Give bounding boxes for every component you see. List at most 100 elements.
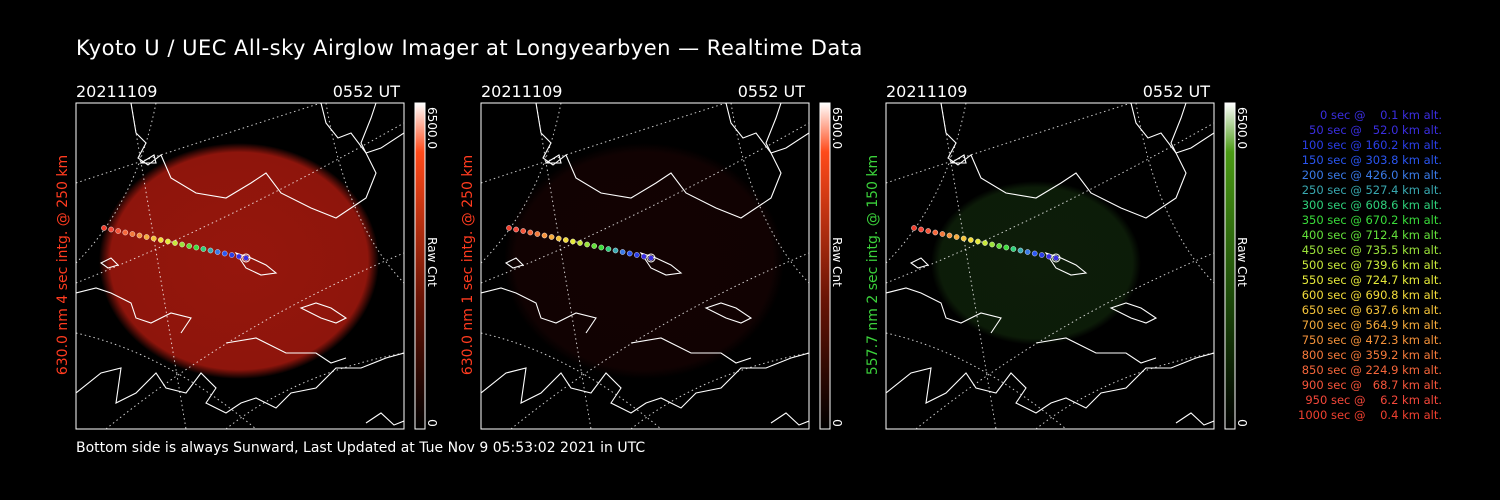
legend-row: 450 sec @ 735.5 km alt.	[1301, 243, 1442, 257]
legend-row: 500 sec @ 739.6 km alt.	[1301, 258, 1442, 272]
trajectory-point	[1031, 250, 1038, 257]
coastline	[725, 103, 809, 154]
trajectory-point	[1024, 249, 1031, 255]
coastline	[481, 287, 597, 334]
legend-row: 1000 sec @ 0.4 km alt.	[1298, 408, 1442, 422]
legend-row: 600 sec @ 690.8 km alt.	[1301, 288, 1442, 302]
legend-row: 100 sec @ 160.2 km alt.	[1301, 138, 1442, 152]
trajectory-point	[975, 238, 981, 245]
trajectory-point	[172, 240, 178, 246]
trajectory-point	[214, 249, 221, 255]
station-marker	[241, 253, 251, 263]
trajectory-point	[207, 247, 214, 254]
trajectory-point	[932, 229, 939, 236]
panel-3-time: 0552 UT	[1142, 82, 1210, 101]
legend-row: 300 sec @ 608.6 km alt.	[1301, 198, 1442, 212]
station-marker	[1051, 253, 1061, 263]
coastline	[76, 352, 404, 414]
trajectory-point	[641, 253, 647, 260]
legend-row: 950 sec @ 6.2 km alt.	[1305, 393, 1442, 407]
grid-line	[481, 122, 809, 284]
trajectory-point	[534, 231, 541, 237]
colorbar-3	[1224, 102, 1236, 430]
coastline	[1109, 302, 1158, 324]
colorbar-2	[819, 102, 831, 430]
trajectory-point	[1017, 247, 1024, 254]
trajectory-point	[548, 234, 555, 240]
coastline	[504, 257, 525, 269]
coastline	[886, 287, 1002, 334]
grid-line	[1035, 352, 1214, 429]
grid-line	[886, 103, 967, 264]
coastline	[320, 103, 404, 154]
grid-line	[76, 103, 157, 264]
trajectory-point	[179, 241, 185, 248]
trajectory-point	[228, 252, 235, 258]
panel-1-time: 0552 UT	[332, 82, 400, 101]
trajectory-point	[598, 244, 605, 251]
grid-line	[886, 332, 1067, 429]
trajectory-point	[584, 241, 590, 248]
trajectory-point	[506, 225, 512, 231]
grid-line	[535, 103, 592, 429]
trajectory-point	[527, 229, 534, 236]
trajectory-point	[193, 244, 200, 251]
coastline	[1175, 412, 1214, 426]
legend-row: 850 sec @ 224.9 km alt.	[1301, 363, 1442, 377]
trajectory-point	[612, 247, 619, 254]
trajectory-point	[221, 250, 228, 257]
trajectory-point	[989, 241, 995, 248]
trajectory-point	[1053, 255, 1059, 261]
trajectory-point	[633, 252, 640, 258]
legend-row: 150 sec @ 303.8 km alt.	[1301, 153, 1442, 167]
coastline	[770, 412, 809, 426]
trajectory-point	[186, 243, 192, 249]
coastline	[940, 103, 1187, 219]
legend-row: 800 sec @ 359.2 km alt.	[1301, 348, 1442, 362]
coastline	[365, 412, 404, 426]
coastline	[99, 257, 120, 269]
legend-row: 750 sec @ 472.3 km alt.	[1301, 333, 1442, 347]
legend-row: 650 sec @ 637.6 km alt.	[1301, 303, 1442, 317]
trajectory-point	[243, 255, 249, 261]
legend-row: 400 sec @ 712.4 km alt.	[1301, 228, 1442, 242]
coastline	[886, 352, 1214, 414]
trajectory-point	[946, 232, 953, 239]
coastline	[630, 337, 752, 364]
coastline	[481, 352, 809, 414]
trajectory-point	[555, 235, 562, 242]
coastline	[1130, 103, 1214, 154]
coastline	[639, 251, 683, 276]
trajectory-point	[605, 246, 612, 252]
trajectory-point	[129, 231, 136, 237]
grid-line	[481, 103, 562, 264]
trajectory-point	[619, 249, 626, 255]
legend-row: 50 sec @ 52.0 km alt.	[1309, 123, 1442, 137]
trajectory-point	[996, 243, 1002, 249]
airglow-image	[504, 143, 784, 379]
trajectory-point	[108, 226, 114, 233]
legend-row: 700 sec @ 564.9 km alt.	[1301, 318, 1442, 332]
legend-row: 0 sec @ 0.1 km alt.	[1319, 108, 1442, 122]
legend-row: 200 sec @ 426.0 km alt.	[1301, 168, 1442, 182]
panel-1-date: 20211109	[76, 82, 158, 101]
trajectory-point	[968, 237, 974, 243]
colorbar-1	[414, 102, 426, 430]
grid-line	[730, 103, 809, 284]
trajectory-point	[591, 243, 597, 249]
grid-line	[76, 332, 257, 429]
trajectory-point	[513, 226, 519, 233]
trajectory-point	[918, 226, 924, 233]
station-marker	[646, 253, 656, 263]
trajectory-point	[200, 246, 207, 252]
coastline	[299, 302, 348, 324]
legend-row: 250 sec @ 527.4 km alt.	[1301, 183, 1442, 197]
trajectory-point	[136, 232, 143, 239]
trajectory-point	[122, 229, 129, 236]
trajectory-point	[953, 234, 960, 240]
coastline	[704, 302, 753, 324]
trajectory-point	[115, 228, 122, 234]
trajectory-point	[101, 225, 107, 231]
grid-line	[481, 332, 662, 429]
